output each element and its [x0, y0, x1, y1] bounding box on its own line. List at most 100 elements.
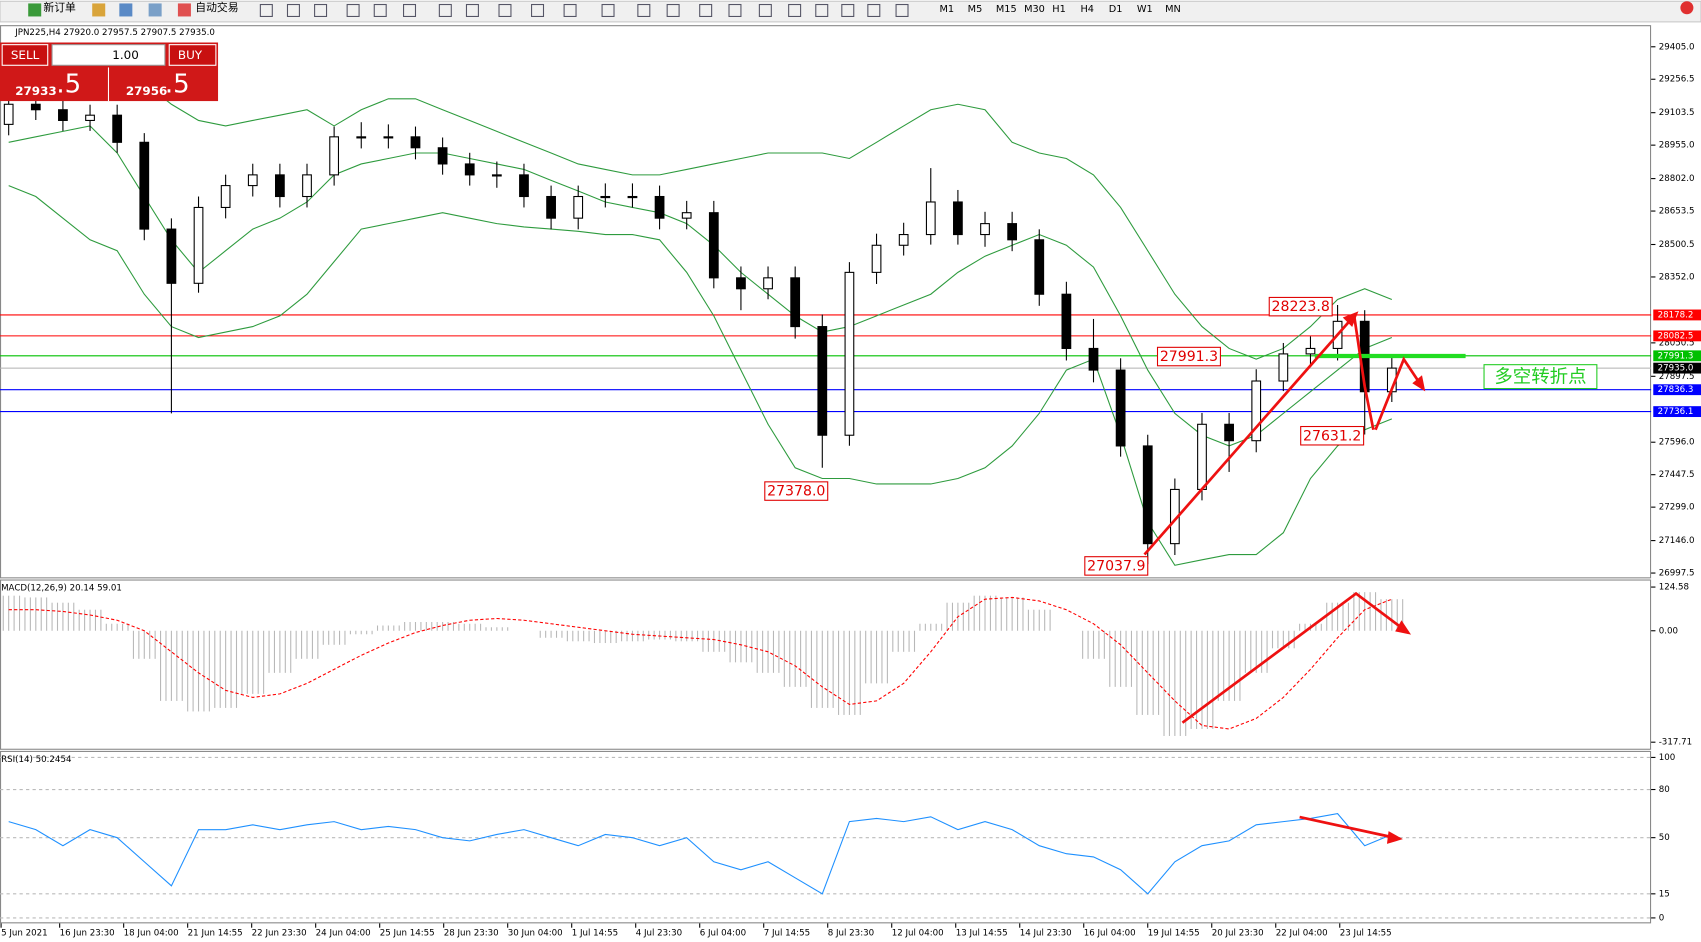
- time-label: 21 Jun 14:55: [188, 929, 243, 939]
- tool-icon[interactable]: [498, 3, 512, 18]
- y-tick-label: 29405.0: [1659, 42, 1695, 52]
- annotation-box: [1084, 556, 1149, 576]
- tool-icon[interactable]: [637, 3, 651, 18]
- notification-badge[interactable]: [1680, 1, 1694, 15]
- time-label: 4 Jul 23:30: [636, 929, 682, 939]
- timeframe-button[interactable]: M1: [939, 4, 954, 15]
- y-tick-label: 80: [1659, 785, 1670, 795]
- tool-icon[interactable]: [728, 3, 742, 18]
- bollinger-lower: [8, 185, 1393, 566]
- y-tick-label: 0.00: [1659, 626, 1678, 636]
- tool-icon[interactable]: [699, 3, 713, 18]
- auto-trading-button[interactable]: 自动交易: [195, 0, 238, 14]
- candle-body: [193, 206, 204, 284]
- tool-icon[interactable]: [563, 3, 577, 18]
- timeframe-button[interactable]: M15: [996, 4, 1017, 15]
- time-label: 25 Jun 14:55: [380, 929, 435, 939]
- volume[interactable]: 1.00: [112, 48, 139, 62]
- tool-icon[interactable]: [465, 3, 479, 18]
- y-tick-label: 27299.0: [1659, 503, 1695, 513]
- time-label: 1 Jul 14:55: [572, 929, 618, 939]
- time-label: 16 Jun 23:30: [60, 929, 115, 939]
- tool-icon[interactable]: [601, 3, 615, 18]
- tool-icon[interactable]: [758, 3, 772, 18]
- price-chart: 28223.8 27991.3 27378.0 27037.9 27631.2 多空转折点: [0, 65, 1652, 576]
- auto-trading-icon[interactable]: [177, 3, 191, 17]
- tool-icon[interactable]: [841, 3, 855, 18]
- rsi-header: RSI(14) 50.2454: [1, 755, 72, 765]
- timeframe-button[interactable]: W1: [1137, 4, 1153, 15]
- buy-button[interactable]: [168, 44, 217, 66]
- volume-input[interactable]: [51, 44, 166, 66]
- tool-icon[interactable]: [867, 3, 881, 18]
- candle-body: [681, 212, 692, 219]
- tool-icon[interactable]: [438, 3, 452, 18]
- arrow: [1299, 815, 1400, 841]
- tool-icon[interactable]: [119, 3, 133, 17]
- candle-body: [763, 277, 773, 290]
- time-label: 23 Jul 14:55: [1340, 929, 1392, 939]
- tool-icon[interactable]: [666, 3, 680, 18]
- ask-price[interactable]: 27956: [126, 84, 167, 98]
- level-tag-label: 27991.3: [1658, 351, 1694, 361]
- time-label: 30 Jun 04:00: [508, 929, 563, 939]
- annotation-box: [1300, 425, 1365, 446]
- y-tick-label: 28352.0: [1659, 272, 1695, 282]
- drawn-arrows: [1143, 311, 1466, 844]
- tool-icon[interactable]: [286, 3, 300, 18]
- time-label: 19 Jul 14:55: [1148, 929, 1200, 939]
- tool-icon[interactable]: [531, 3, 545, 18]
- rsi-line: [8, 813, 1393, 895]
- sell-label[interactable]: SELL: [11, 48, 40, 62]
- timeframe-button[interactable]: D1: [1109, 4, 1123, 15]
- candle-body: [980, 223, 990, 236]
- buy-label[interactable]: BUY: [178, 48, 203, 62]
- candle-body: [953, 201, 963, 236]
- annotation: 27037.9: [1087, 558, 1145, 574]
- time-label: 24 Jun 04:00: [316, 929, 371, 939]
- candle-body: [1278, 353, 1289, 382]
- candle-body: [1251, 380, 1262, 442]
- tool-icon[interactable]: [815, 3, 829, 18]
- annotation-box: [1268, 296, 1333, 317]
- time-label: 8 Jul 23:30: [828, 929, 874, 939]
- time-label: 22 Jun 23:30: [252, 929, 307, 939]
- timeframe-button[interactable]: H1: [1052, 4, 1066, 15]
- candle-body: [30, 103, 41, 111]
- tool-icon[interactable]: [148, 3, 162, 17]
- timeframe-button[interactable]: H4: [1080, 4, 1094, 15]
- level-tag: [1653, 350, 1701, 362]
- macd-header: MACD(12,26,9) 20.14 59.01: [1, 584, 122, 594]
- candle-body: [736, 277, 746, 290]
- candle-body: [1224, 423, 1234, 442]
- tool-icon[interactable]: [314, 3, 328, 18]
- new-order-icon[interactable]: [28, 3, 42, 17]
- tool-icon[interactable]: [373, 3, 387, 18]
- tool-icon[interactable]: [895, 3, 909, 18]
- arrow-head: [1342, 311, 1359, 327]
- tool-icon[interactable]: [259, 3, 273, 18]
- bid-fraction[interactable]: .5: [56, 69, 81, 99]
- tool-icon[interactable]: [92, 3, 106, 17]
- candle-body: [600, 195, 611, 199]
- candle-body: [356, 136, 367, 139]
- tool-icon[interactable]: [346, 3, 360, 18]
- tool-icon[interactable]: [403, 3, 417, 18]
- time-label: 22 Jul 04:00: [1276, 929, 1328, 939]
- tool-icon[interactable]: [788, 3, 802, 18]
- candle-body: [410, 136, 421, 149]
- candle-body: [491, 174, 502, 177]
- candle-body: [844, 271, 855, 436]
- ask-fraction[interactable]: .5: [165, 69, 190, 99]
- timeframe-button[interactable]: M30: [1024, 4, 1045, 15]
- time-label: 6 Jul 04:00: [700, 929, 746, 939]
- candle-body: [790, 277, 801, 328]
- sell-button[interactable]: [1, 44, 49, 66]
- candle-body: [464, 163, 475, 176]
- new-order-button[interactable]: 新订单: [43, 0, 76, 14]
- timeframe-button[interactable]: M5: [968, 4, 983, 15]
- timeframe-button[interactable]: MN: [1165, 4, 1181, 15]
- bid-price[interactable]: 27933: [15, 84, 56, 98]
- level-tag-label: 28178.2: [1658, 310, 1694, 320]
